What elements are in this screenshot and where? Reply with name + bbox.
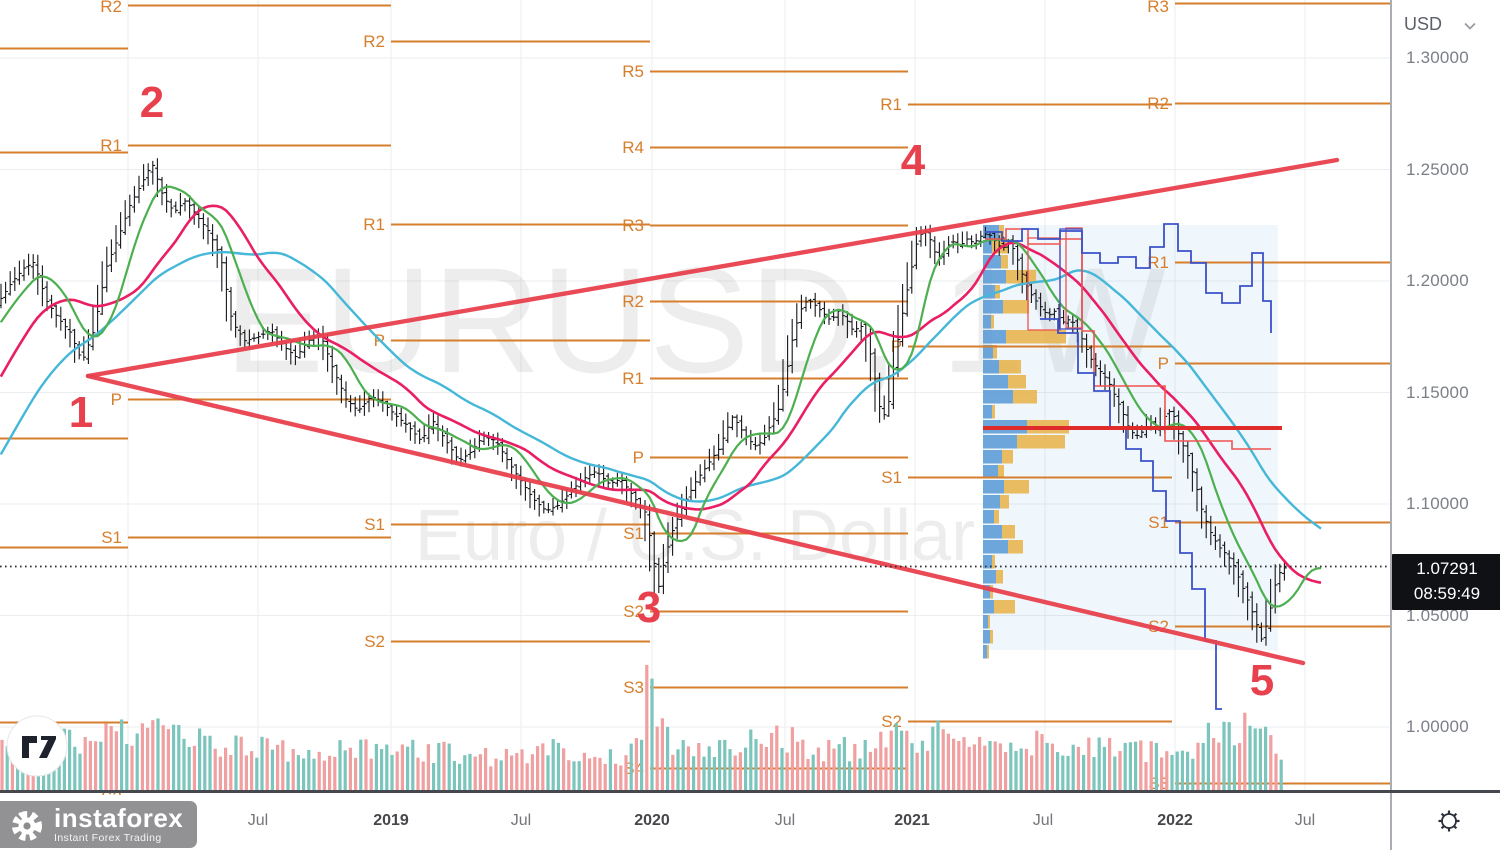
- chevron-down-icon: [1464, 22, 1476, 30]
- volume-histogram: [0, 664, 1283, 790]
- badge-countdown: 08:59:49: [1413, 584, 1481, 603]
- time-axis-label[interactable]: Jul: [1294, 812, 1316, 829]
- price-axis-panel[interactable]: USD 1.30000 1.25000 1.20000 1.15000 1.10000 1…: [1390, 0, 1500, 850]
- time-axis-label[interactable]: Jul: [247, 812, 269, 829]
- svg-text:P: P: [633, 448, 644, 467]
- volume-profile-bars: [983, 225, 1069, 659]
- current-price-badge: 1.07291 08:59:49: [1392, 554, 1500, 610]
- currency-dropdown[interactable]: USD: [1404, 14, 1476, 35]
- svg-text:R2: R2: [622, 292, 644, 311]
- svg-text:S1: S1: [881, 468, 902, 487]
- svg-text:S1: S1: [623, 524, 644, 543]
- svg-text:R2: R2: [363, 32, 385, 51]
- badge-price: 1.07291: [1416, 559, 1478, 579]
- wave-count-labels[interactable]: 1 2 3 4 5: [69, 78, 1274, 705]
- svg-text:1: 1: [69, 388, 93, 437]
- time-axis-label[interactable]: 2019: [373, 812, 409, 829]
- svg-text:R3: R3: [622, 216, 644, 235]
- svg-text:S3: S3: [1148, 774, 1169, 793]
- svg-text:S1: S1: [101, 528, 122, 547]
- price-scale-label: 1.25000: [1406, 159, 1469, 179]
- svg-text:R5: R5: [622, 62, 644, 81]
- svg-text:S3: S3: [623, 678, 644, 697]
- time-axis-label[interactable]: Jul: [1032, 812, 1054, 829]
- svg-text:P: P: [111, 390, 122, 409]
- price-scale-label: 1.30000: [1406, 48, 1469, 67]
- time-axis[interactable]: Jul 2019 Jul 2020 Jul 2021 Jul 2022 Jul: [0, 795, 1390, 850]
- price-scale-label: 1.15000: [1406, 382, 1469, 402]
- svg-text:4: 4: [901, 136, 926, 185]
- svg-text:S2: S2: [623, 602, 644, 621]
- volume-baseline: [0, 790, 1500, 793]
- time-axis-label[interactable]: 2021: [894, 812, 930, 829]
- svg-text:R4: R4: [622, 138, 644, 157]
- price-scale-label: 1.00000: [1406, 717, 1469, 736]
- gear-icon[interactable]: [1436, 808, 1462, 834]
- svg-text:P: P: [891, 337, 902, 356]
- price-scale-label: 1.10000: [1406, 494, 1469, 513]
- currency-label: USD: [1404, 14, 1443, 34]
- price-scale-label: 1.05000: [1406, 605, 1469, 625]
- time-axis-label[interactable]: Jul: [774, 812, 796, 829]
- svg-text:R3: R3: [1147, 0, 1169, 16]
- svg-text:R1: R1: [363, 215, 385, 234]
- svg-text:2: 2: [140, 78, 164, 127]
- svg-text:P: P: [1158, 354, 1169, 373]
- price-scale-label: 1.20000: [1406, 271, 1469, 290]
- pivot-levels: R2 R1 P S1 R2 R1 P S1 S2 R5 R4 R3 R2 R1 P S1 S2 S3 S4 R1 P S1…: [0, 0, 1390, 795]
- tradingview-logo[interactable]: [6, 715, 68, 777]
- instaforex-gear-icon: [12, 810, 42, 841]
- svg-text:S2: S2: [881, 712, 902, 731]
- svg-text:R1: R1: [880, 95, 902, 114]
- svg-text:3: 3: [637, 583, 661, 632]
- instaforex-tagline: Instant Forex Trading: [54, 832, 162, 845]
- time-axis-label[interactable]: Jul: [510, 812, 532, 829]
- svg-text:S4: S4: [623, 759, 644, 778]
- time-axis-label[interactable]: 2022: [1157, 812, 1193, 829]
- svg-text:5: 5: [1250, 656, 1274, 705]
- svg-text:R1: R1: [622, 369, 644, 388]
- svg-text:R2: R2: [1147, 94, 1169, 113]
- time-axis-label[interactable]: 2020: [634, 812, 670, 829]
- svg-text:S2: S2: [364, 632, 385, 651]
- channel-step-lines: [985, 223, 1272, 710]
- instaforex-brand: instaforex: [54, 803, 184, 834]
- instaforex-logo: instaforex Instant Forex Trading: [0, 801, 197, 848]
- price-bars: [0, 158, 1287, 646]
- svg-text:S1: S1: [1148, 513, 1169, 532]
- svg-text:R1: R1: [1147, 253, 1169, 272]
- trend-lines[interactable]: [85, 157, 1340, 666]
- moving-averages: [0, 185, 1322, 608]
- gridlines: [0, 0, 1390, 792]
- svg-text:R2: R2: [100, 0, 122, 16]
- svg-text:S1: S1: [364, 515, 385, 534]
- svg-text:R1: R1: [100, 136, 122, 155]
